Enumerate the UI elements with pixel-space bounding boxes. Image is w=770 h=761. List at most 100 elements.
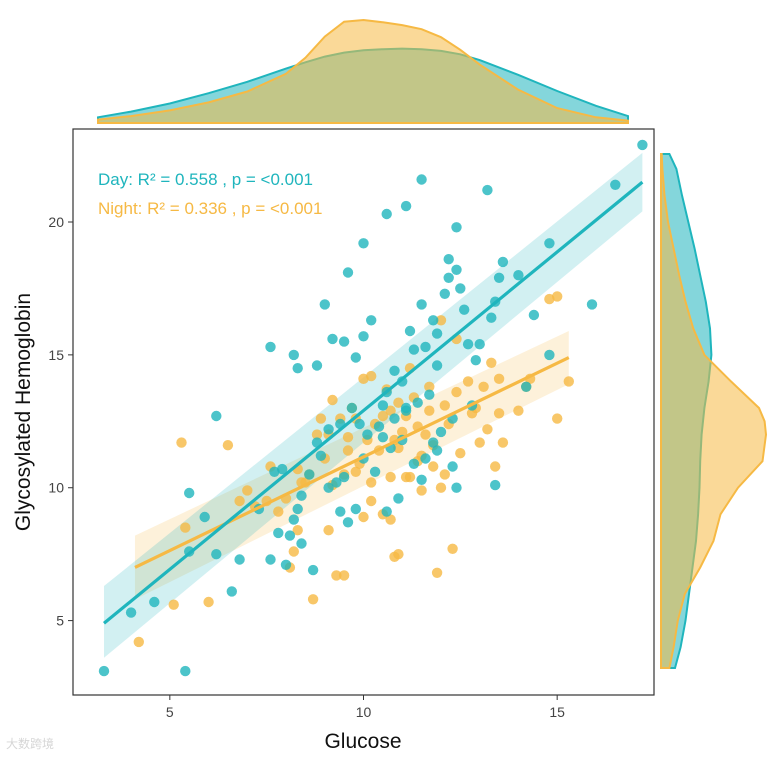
marginal-x-night-density (97, 18, 629, 124)
day-point (416, 174, 427, 185)
day-point (482, 184, 493, 196)
night-point (431, 567, 443, 578)
night-point (338, 570, 350, 581)
day-point (269, 466, 280, 477)
night-point (385, 471, 396, 483)
x-tick-label: 5 (166, 704, 174, 720)
night-point (400, 471, 412, 483)
night-point (435, 482, 447, 493)
confidence-bands (103, 152, 643, 658)
day-point (431, 360, 443, 371)
night-point (366, 370, 377, 382)
night-point (486, 357, 497, 368)
y-tick-label: 15 (48, 347, 64, 363)
day-point (416, 474, 427, 485)
day-point (184, 487, 195, 499)
day-point (288, 349, 299, 361)
x-tick-label: 10 (356, 704, 372, 720)
night-point (222, 440, 234, 451)
day-point (451, 264, 462, 275)
night-point (552, 413, 563, 424)
night-point (350, 466, 361, 477)
night-point (497, 437, 509, 448)
day-point (180, 665, 191, 677)
night-point (397, 426, 408, 438)
day-point (296, 538, 307, 549)
night-point (366, 495, 377, 507)
day-point (490, 479, 501, 491)
marginal-y-night-density (660, 153, 768, 669)
watermark: 大数跨境 (6, 737, 55, 751)
night-point (439, 469, 450, 480)
annotation-night: Night: R² = 0.336 , p = <0.001 (98, 199, 322, 218)
day-point (389, 365, 400, 376)
day-point (428, 437, 439, 448)
day-point (377, 400, 389, 411)
day-point (338, 471, 350, 483)
day-point (199, 511, 210, 523)
axis-ticks: 5 10 15 5 10 15 20 (48, 214, 565, 720)
day-point (292, 363, 303, 374)
day-point (486, 312, 497, 323)
night-point (424, 405, 435, 416)
night-point (242, 485, 253, 496)
day-regression-line (102, 180, 644, 625)
day-point (412, 397, 423, 408)
day-point (342, 267, 354, 278)
night-point (342, 445, 354, 456)
day-point (400, 405, 412, 416)
day-point (350, 352, 361, 363)
day-point (373, 421, 385, 432)
night-point (490, 461, 501, 472)
day-point (513, 270, 524, 281)
night-point (420, 429, 431, 440)
day-point (443, 254, 454, 265)
night-point (315, 413, 327, 424)
day-point (443, 272, 454, 283)
day-point (323, 424, 334, 435)
day-point (211, 410, 222, 422)
day-point (408, 458, 420, 469)
day-point (273, 527, 284, 539)
day-point (98, 665, 110, 677)
day-point (346, 402, 358, 414)
night-point (331, 570, 342, 581)
y-tick-label: 10 (48, 480, 64, 496)
regression-lines (102, 180, 644, 625)
night-point (544, 293, 555, 305)
night-point (439, 400, 450, 411)
night-point (552, 291, 563, 302)
marginal-density-x (97, 18, 629, 124)
night-point (393, 549, 404, 560)
night-point (288, 546, 299, 557)
day-point (335, 506, 346, 517)
day-point (377, 432, 389, 443)
day-point (362, 429, 373, 440)
day-point (404, 325, 416, 337)
night-point (428, 461, 439, 472)
day-point (428, 315, 439, 326)
day-point (462, 339, 474, 350)
annotation-day: Day: R² = 0.558 , p = <0.001 (98, 170, 313, 189)
day-point (400, 200, 412, 212)
night-point (455, 448, 466, 459)
day-point (381, 506, 392, 517)
night-point (462, 376, 474, 387)
day-point (323, 482, 334, 493)
day-point (315, 450, 327, 461)
night-point (327, 394, 338, 406)
night-point (393, 397, 404, 408)
day-point (226, 586, 237, 597)
day-point (319, 299, 330, 310)
night-point (493, 408, 505, 419)
night-point (474, 437, 485, 448)
day-point (416, 299, 427, 310)
night-point (311, 429, 323, 440)
day-confidence-band (103, 152, 643, 658)
day-point (331, 477, 342, 488)
day-point (265, 341, 276, 353)
day-point (288, 514, 299, 525)
day-point (358, 238, 369, 249)
day-point (277, 463, 288, 475)
day-point (424, 389, 435, 400)
